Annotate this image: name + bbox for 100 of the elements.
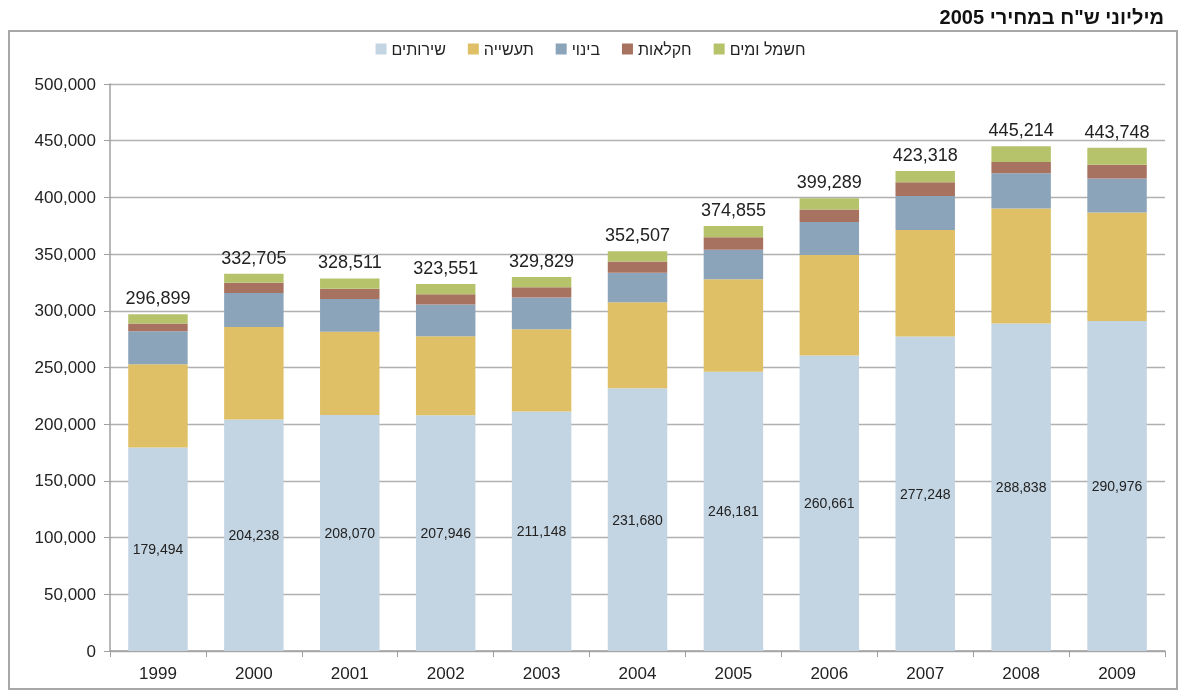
legend-label: בינוי (571, 40, 601, 58)
y-tick-label: 0 (86, 641, 96, 661)
bar (703, 371, 764, 651)
bar (1087, 147, 1147, 165)
legend-label: חשמל ומים (729, 40, 806, 58)
x-tick-label: 2004 (618, 664, 657, 683)
total-label: 445,214 (988, 120, 1054, 141)
bar (991, 146, 1051, 162)
bar (128, 314, 188, 324)
total-label: 374,855 (700, 199, 766, 220)
bar (991, 162, 1051, 174)
bar (1087, 178, 1147, 213)
y-tick-label: 400,000 (34, 187, 96, 207)
bar (320, 331, 380, 416)
bar (607, 272, 668, 303)
bar (128, 364, 188, 448)
bar (320, 415, 380, 651)
total-label: 296,899 (125, 288, 191, 309)
y-tick-label: 300,000 (34, 301, 96, 321)
bar (511, 411, 572, 651)
data-label: 207,946 (420, 525, 472, 542)
chart-title: מיליוני ש"ח במחירי 2005 (939, 6, 1165, 28)
data-label: 277,248 (899, 485, 951, 502)
bar (320, 278, 380, 289)
y-tick-label: 100,000 (34, 528, 96, 548)
bar (511, 287, 572, 298)
total-label: 443,748 (1084, 121, 1150, 142)
bar (1087, 321, 1147, 651)
bar (895, 195, 955, 230)
bar (895, 182, 955, 196)
legend-label: שירותים (391, 40, 446, 58)
data-label: 260,661 (804, 495, 855, 512)
bar (991, 173, 1051, 209)
x-tick-label: 2009 (1098, 664, 1136, 683)
y-tick-label: 250,000 (34, 358, 96, 377)
total-label: 328,511 (317, 252, 382, 273)
bar (224, 273, 284, 283)
bar (128, 447, 188, 651)
bar (703, 225, 764, 238)
bar (224, 282, 284, 293)
bar (799, 198, 860, 210)
x-tick-label: 2002 (426, 664, 465, 683)
y-tick-label: 350,000 (34, 244, 96, 264)
total-label: 423,318 (892, 144, 958, 165)
bar (224, 327, 284, 420)
x-tick-label: 1999 (139, 664, 177, 683)
bar (415, 284, 476, 295)
bar (799, 355, 860, 651)
x-tick-label: 2006 (810, 664, 849, 683)
bar (895, 229, 955, 337)
y-tick-label: 450,000 (34, 131, 96, 151)
data-label: 204,238 (228, 527, 280, 544)
bar (415, 415, 476, 651)
x-tick-label: 2007 (906, 664, 945, 683)
bar (128, 323, 188, 332)
x-tick-label: 2001 (330, 664, 369, 683)
bar (320, 288, 380, 299)
bar (991, 208, 1051, 324)
total-label: 399,289 (796, 172, 862, 193)
bar (799, 254, 860, 356)
data-label: 288,838 (995, 479, 1047, 496)
bar (607, 388, 668, 651)
bar (895, 170, 955, 183)
x-tick-label: 2003 (522, 664, 561, 683)
bar (607, 251, 668, 262)
y-tick-label: 500,000 (34, 74, 96, 94)
bar (703, 279, 764, 372)
bar (799, 209, 860, 223)
bar (703, 237, 764, 250)
legend-label: תעשייה (483, 40, 534, 58)
bar (511, 329, 572, 412)
y-tick-label: 150,000 (34, 471, 96, 491)
bar (511, 276, 572, 288)
bar (415, 304, 476, 337)
data-label: 211,148 (516, 523, 567, 540)
bar (799, 222, 860, 255)
bar (895, 336, 955, 651)
x-tick-label: 2005 (714, 664, 753, 683)
total-label: 329,829 (509, 250, 575, 271)
data-label: 231,680 (612, 511, 664, 528)
bar (415, 294, 476, 305)
total-label: 332,705 (221, 247, 287, 268)
bar (511, 297, 572, 330)
total-label: 352,507 (604, 225, 671, 246)
y-tick-label: 200,000 (34, 414, 96, 434)
bar (1087, 212, 1147, 322)
bar (224, 419, 284, 651)
data-label: 208,070 (324, 525, 376, 542)
bar (607, 261, 668, 273)
legend-label: חקלאות (637, 40, 692, 58)
bar (320, 298, 380, 332)
bar (1087, 164, 1147, 179)
bar (415, 336, 476, 416)
bar (607, 302, 668, 389)
bar (128, 331, 188, 365)
y-tick-label: 50,000 (44, 584, 96, 604)
data-label: 246,181 (708, 503, 759, 520)
data-label: 179,494 (132, 541, 184, 558)
bar (703, 249, 764, 280)
x-tick-label: 2000 (234, 664, 273, 683)
